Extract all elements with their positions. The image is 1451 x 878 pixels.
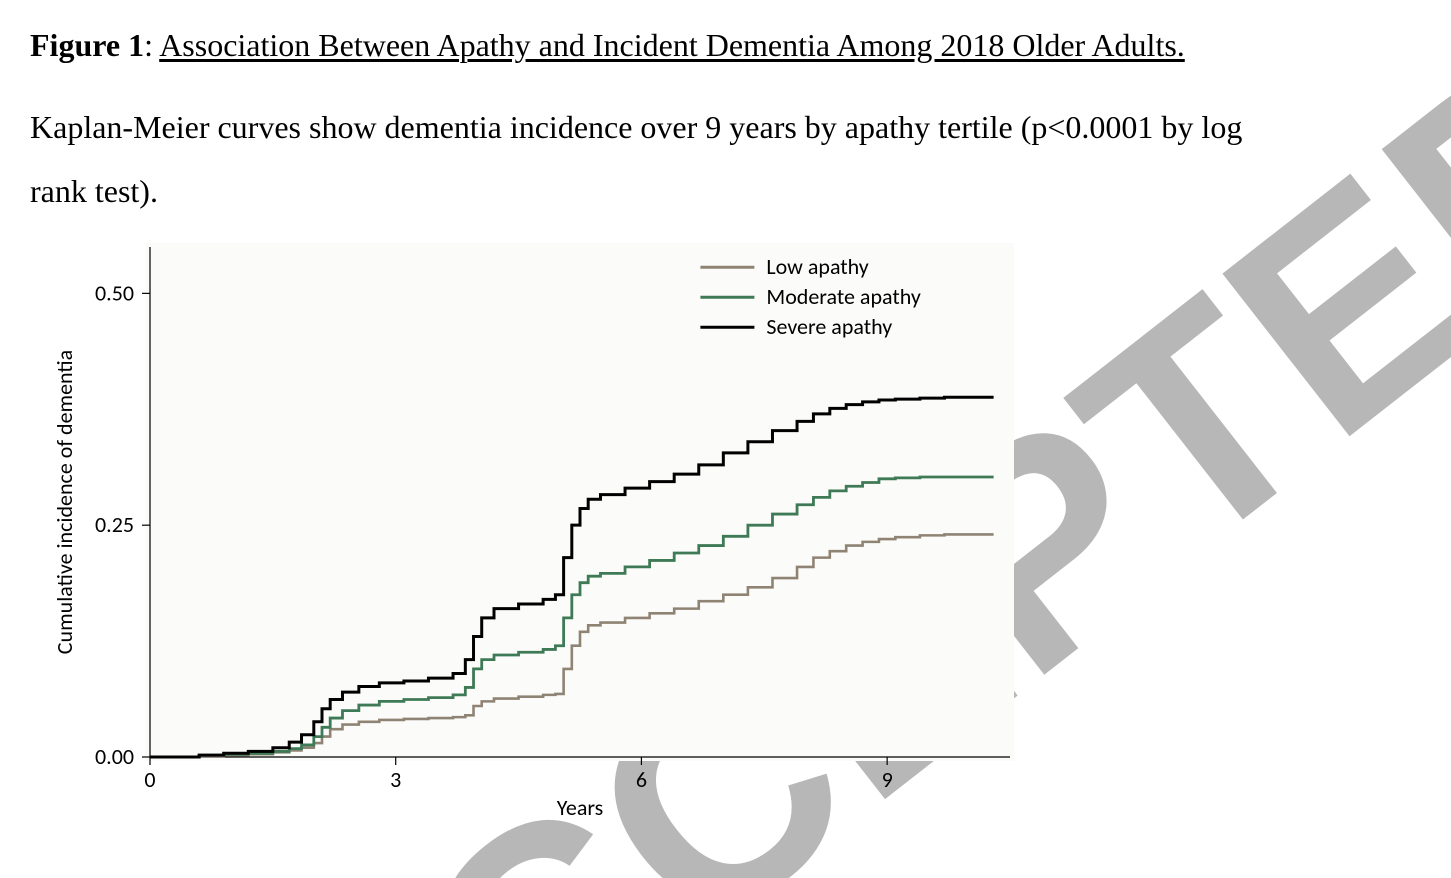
y-tick-label: 0.00 — [95, 743, 134, 770]
figure-title-text: Association Between Apathy and Incident … — [159, 27, 1185, 63]
x-axis-label: Years — [557, 794, 604, 821]
y-tick-label: 0.25 — [95, 511, 134, 538]
legend-label: Moderate apathy — [766, 283, 920, 310]
y-tick-label: 0.50 — [95, 280, 134, 307]
x-tick-label: 3 — [390, 766, 401, 793]
legend-label: Severe apathy — [766, 313, 892, 340]
legend-label: Low apathy — [766, 253, 868, 280]
x-tick-label: 9 — [882, 766, 893, 793]
figure-title: Figure 1: Association Between Apathy and… — [30, 24, 1421, 67]
km-chart: 0 3 6 9 0.00 0.25 0.50 Years Cumulative incidenc… — [30, 227, 1030, 847]
figure-caption: Kaplan-Meier curves show dementia incide… — [30, 95, 1421, 223]
x-tick-label: 6 — [636, 766, 647, 793]
y-axis-label: Cumulative incidence of dementia — [51, 350, 78, 654]
x-tick-label: 0 — [144, 766, 155, 793]
figure-label: Figure 1 — [30, 27, 144, 63]
